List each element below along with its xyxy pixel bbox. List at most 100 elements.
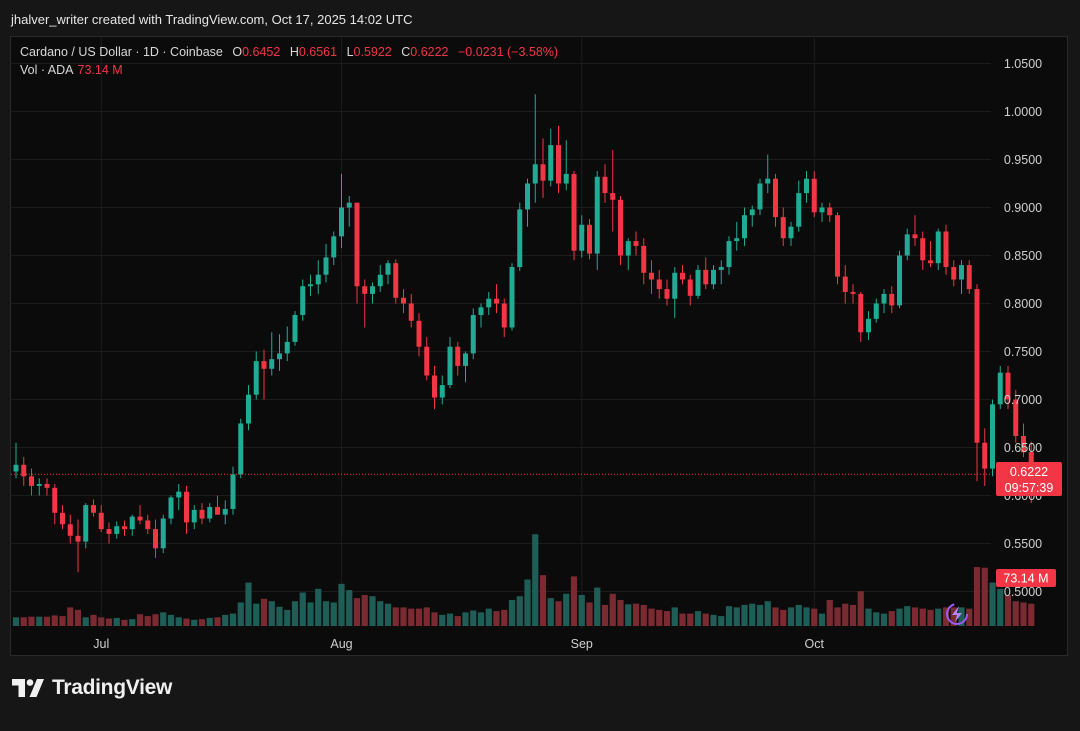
candle-body [29,476,34,486]
volume-bar [563,593,570,626]
candle-body [974,289,980,443]
lightning-icon[interactable] [946,603,968,625]
candle-body [478,307,484,316]
volume-bar [284,609,291,626]
volume-bar [671,607,678,626]
volume-bar [206,617,213,626]
price-tick-label: 0.5000 [1004,585,1042,599]
candle-body [928,260,933,264]
candle-body [137,516,143,521]
volume-bar [888,611,895,626]
volume-bar [919,608,926,626]
volume-bar [741,604,748,626]
volume-bar [547,598,554,626]
candle-body [501,303,507,328]
volume-bar [361,595,368,626]
volume-bar [237,602,244,626]
candle-body [788,226,794,239]
chart-legend: Cardano / US Dollar · 1D · Coinbase O0.6… [20,43,558,79]
last-price-tag-bg [996,462,1062,496]
volume-bar [245,582,252,626]
volume-bar [121,619,128,626]
candle-body [44,483,50,488]
volume-bar [857,591,864,626]
volume-bar [129,619,136,626]
volume-bar [160,612,167,626]
symbol-title[interactable]: Cardano / US Dollar · 1D · Coinbase [20,45,223,59]
volume-bar [431,612,438,626]
volume-bar [880,613,888,626]
candle-body [331,236,337,258]
candle-body [587,224,592,254]
volume-bar [198,619,206,626]
volume-bar [20,617,27,626]
candle-body [556,145,561,184]
candle-body [579,224,585,251]
bottom-bar [0,656,1080,731]
candle-body [997,372,1003,405]
candle-body [98,512,104,530]
candle-body [370,286,375,294]
candle-body [525,183,530,210]
candle-body [315,274,321,285]
candle-body [842,276,848,292]
volume-bar [415,608,423,626]
candle-body [641,245,647,273]
candle-body [935,231,941,264]
candles [13,94,1034,573]
candle-body [300,286,306,316]
candle-body [145,520,151,530]
open-label: O [232,45,243,59]
volume-bar [911,607,919,626]
low-label: L [346,45,354,59]
candle-body [277,353,282,360]
candle-body [36,483,42,486]
volume-bar [105,618,113,626]
volume-bar [175,617,182,626]
volume-bar [330,602,337,626]
candle-body [695,269,701,296]
volume-bar [408,608,415,626]
volume-bar [756,604,764,626]
candle-body [951,267,957,280]
volume-bar [36,616,43,626]
candle-body [966,265,972,290]
candle-body [835,215,840,277]
chart-pane[interactable]: 1.0500 1.0000 0.9500 0.9000 0.8500 0.8000 0.75… [10,36,1068,656]
time-axis: Jul Aug Sep Oct [93,637,824,651]
bar-countdown: 09:57:39 [1005,481,1054,495]
volume-bar [446,613,454,626]
candle-body [246,394,251,424]
candle-body [129,516,135,530]
change-value: −0.0231 (−3.58%) [457,45,559,59]
volume-bar [377,601,384,626]
candlestick-chart[interactable]: 1.0500 1.0000 0.9500 0.9000 0.8500 0.8000 0.75… [11,37,1067,655]
price-axis: 1.0500 1.0000 0.9500 0.9000 0.8500 0.8000 0.75… [1004,57,1042,599]
volume-bar [656,609,663,626]
candle-body [765,178,771,184]
candle-body [215,507,220,515]
candle-body [191,509,197,523]
volume-bar [687,613,694,626]
candle-body [563,173,569,184]
candle-body [1005,372,1011,400]
volume-bar [1028,603,1035,626]
time-tick-label: Aug [330,637,352,651]
volume-bar [229,613,237,626]
volume-bar [98,617,105,626]
volume-label[interactable]: Vol · ADA [20,63,74,77]
volume-bar [811,608,818,626]
brand[interactable]: TradingView [12,676,172,700]
volume-bar [214,617,221,626]
candle-body [346,202,352,208]
volume-bar [997,588,1004,626]
candle-body [757,183,763,210]
volume-bar [625,604,632,626]
tradingview-logo-icon [12,679,44,697]
volume-bar [749,603,756,626]
time-tick-label: Oct [805,637,825,651]
volume-bar [787,607,795,626]
volume-bar [950,607,957,626]
candle-body [749,209,755,216]
low-value: 0.5922 [353,45,392,59]
